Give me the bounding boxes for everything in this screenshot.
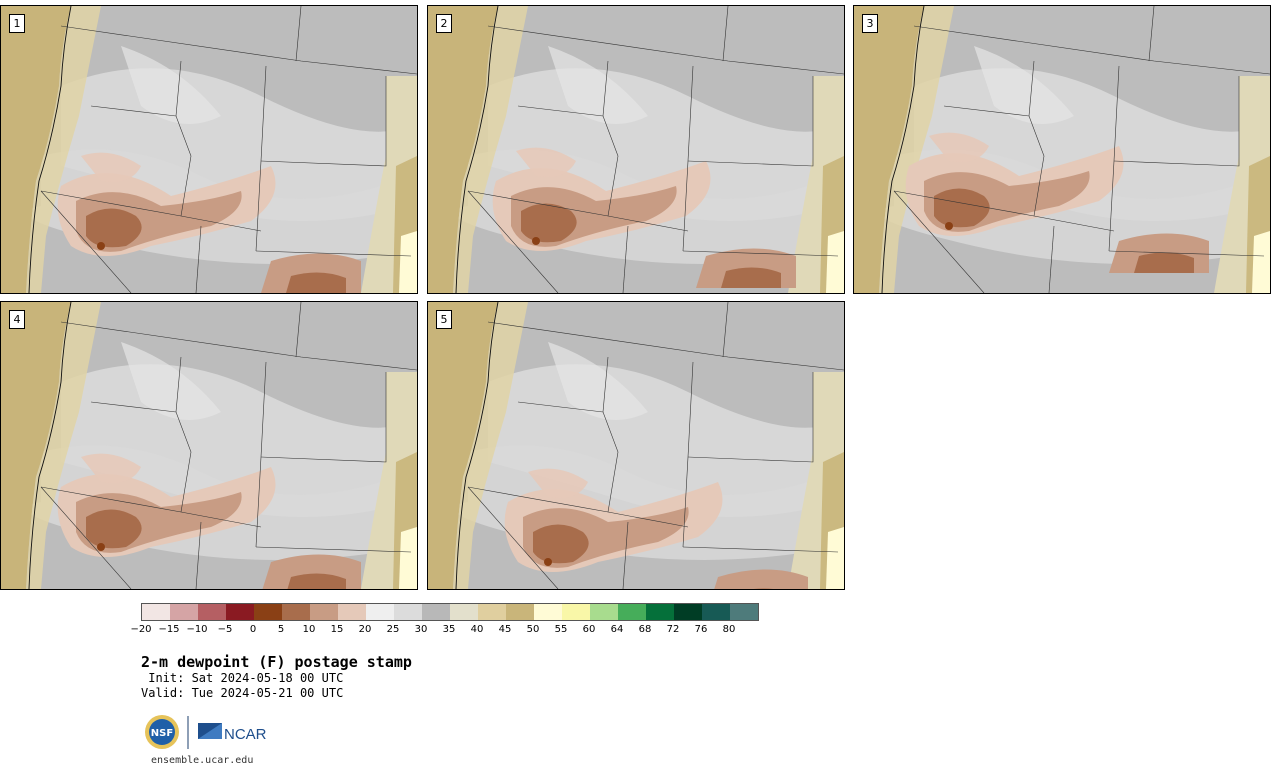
- nsf-logo-text: NSF: [151, 728, 173, 739]
- colorbar-swatch: [506, 604, 534, 620]
- colorbar-tick-label: 10: [302, 624, 316, 635]
- colorbar-tick-label: 35: [442, 624, 456, 635]
- dewpoint-map: [428, 302, 844, 589]
- colorbar-swatch: [590, 604, 618, 620]
- colorbar-swatch: [226, 604, 254, 620]
- colorbar-swatch: [450, 604, 478, 620]
- map-panel-1[interactable]: 1: [0, 5, 418, 294]
- colorbar-swatch: [366, 604, 394, 620]
- colorbar-swatch: [142, 604, 170, 620]
- colorbar-swatch: [394, 604, 422, 620]
- colorbar-swatch: [562, 604, 590, 620]
- colorbar-swatch: [674, 604, 702, 620]
- init-time: Init: Sat 2024-05-18 00 UTC: [141, 671, 344, 685]
- ncar-logo: NCAR: [198, 723, 267, 743]
- colorbar-swatch: [170, 604, 198, 620]
- panel-number: 4: [9, 310, 25, 329]
- colorbar-tick-label: 80: [722, 624, 736, 635]
- colorbar-swatch: [422, 604, 450, 620]
- colorbar-tick-label: 15: [330, 624, 344, 635]
- colorbar-tick-label: 68: [638, 624, 652, 635]
- colorbar-swatch: [702, 604, 730, 620]
- colorbar-tick-label: −5: [217, 624, 233, 635]
- colorbar-swatch: [282, 604, 310, 620]
- colorbar-tick-label: 64: [610, 624, 624, 635]
- colorbar-swatch: [618, 604, 646, 620]
- map-panel-5[interactable]: 5: [427, 301, 845, 590]
- logos: NSF NCAR: [145, 715, 267, 749]
- colorbar-tick-label: 55: [554, 624, 568, 635]
- colorbar-swatch: [730, 604, 758, 620]
- colorbar-tick-label: 5: [277, 624, 285, 635]
- map-panel-4[interactable]: 4: [0, 301, 418, 590]
- colorbar-tick-label: 45: [498, 624, 512, 635]
- dewpoint-map: [1, 302, 417, 589]
- colorbar-swatch: [310, 604, 338, 620]
- colorbar-tick-label: 25: [386, 624, 400, 635]
- panel-number: 3: [862, 14, 878, 33]
- dewpoint-map: [1, 6, 417, 293]
- nsf-logo: NSF: [145, 715, 179, 749]
- valid-time: Valid: Tue 2024-05-21 00 UTC: [141, 686, 344, 700]
- colorbar-swatch: [534, 604, 562, 620]
- colorbar-tick-label: 60: [582, 624, 596, 635]
- colorbar-swatch: [478, 604, 506, 620]
- dewpoint-map: [428, 6, 844, 293]
- ncar-logo-text: NCAR: [224, 726, 267, 743]
- panel-number: 2: [436, 14, 452, 33]
- colorbar: [141, 603, 759, 621]
- colorbar-swatch: [254, 604, 282, 620]
- colorbar-swatch: [646, 604, 674, 620]
- colorbar-tick-label: 76: [694, 624, 708, 635]
- colorbar-tick-label: 40: [470, 624, 484, 635]
- chart-title: 2-m dewpoint (F) postage stamp: [141, 653, 412, 671]
- colorbar-tick-label: 50: [526, 624, 540, 635]
- colorbar-swatch: [338, 604, 366, 620]
- map-panel-2[interactable]: 2: [427, 5, 845, 294]
- panel-number: 1: [9, 14, 25, 33]
- colorbar-tick-label: 0: [249, 624, 257, 635]
- colorbar-tick-label: −15: [158, 624, 180, 635]
- site-url: ensemble.ucar.edu: [151, 755, 254, 766]
- colorbar-swatch: [198, 604, 226, 620]
- map-panel-3[interactable]: 3: [853, 5, 1271, 294]
- colorbar-tick-label: 30: [414, 624, 428, 635]
- dewpoint-map: [854, 6, 1270, 293]
- colorbar-tick-label: 72: [666, 624, 680, 635]
- colorbar-tick-label: −20: [130, 624, 152, 635]
- panel-number: 5: [436, 310, 452, 329]
- colorbar-tick-label: 20: [358, 624, 372, 635]
- colorbar-tick-label: −10: [186, 624, 208, 635]
- colorbar-ticks: −20 −15 −10 −5 0 5 10 15 20 25 30 35 40 45 50 55 60 64 68 7…: [130, 624, 757, 638]
